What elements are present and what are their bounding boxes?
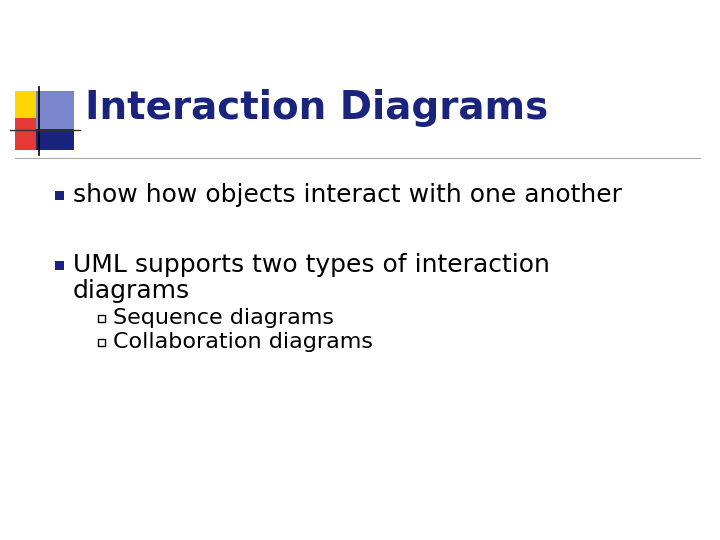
Bar [55, 191, 64, 200]
Bar [98, 339, 105, 346]
Bar [15, 118, 57, 150]
Bar [98, 315, 105, 322]
Bar [36, 118, 74, 150]
Bar [15, 91, 53, 129]
Text: Sequence diagrams: Sequence diagrams [113, 308, 334, 328]
Text: show how objects interact with one another: show how objects interact with one anoth… [73, 183, 622, 207]
Text: UML supports two types of interaction: UML supports two types of interaction [73, 253, 550, 277]
Text: diagrams: diagrams [73, 279, 190, 303]
Text: Collaboration diagrams: Collaboration diagrams [113, 332, 373, 352]
Text: Interaction Diagrams: Interaction Diagrams [85, 89, 549, 127]
Bar [55, 261, 64, 270]
Bar [36, 91, 74, 129]
